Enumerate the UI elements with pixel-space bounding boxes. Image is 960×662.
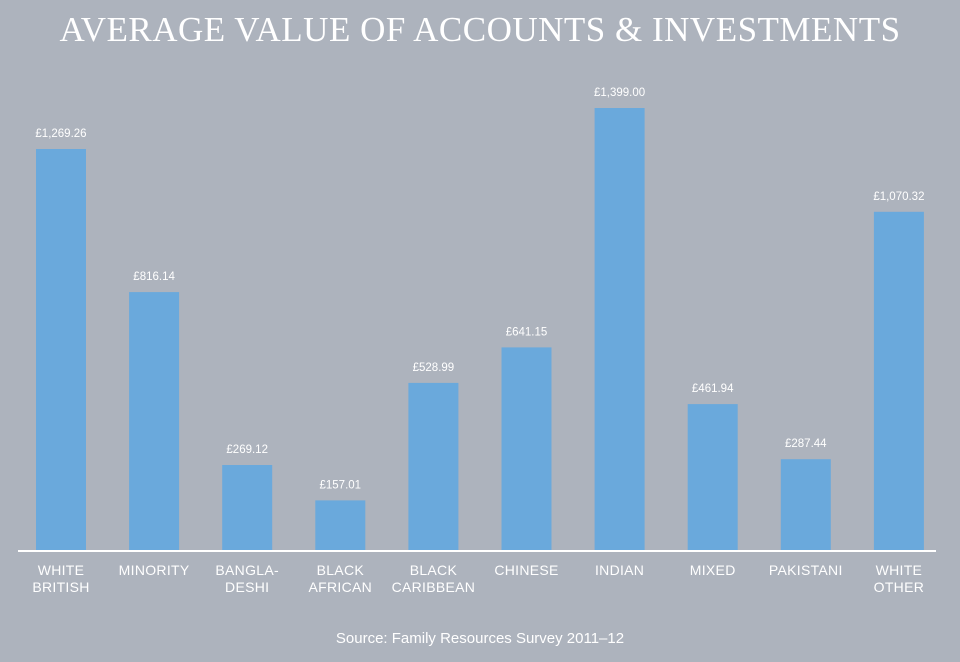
- category-label: CARIBBEAN: [392, 579, 476, 595]
- category-label: DESHI: [225, 579, 269, 595]
- bar: [36, 149, 86, 550]
- category-label: PAKISTANI: [769, 562, 843, 578]
- bar: [594, 108, 645, 550]
- bar: [501, 347, 552, 550]
- bar-value-label: £157.01: [320, 479, 362, 491]
- bar-value-label: £287.44: [785, 438, 827, 450]
- category-label: BANGLA-: [215, 562, 279, 578]
- category-label: BLACK: [317, 562, 365, 578]
- bar-value-label: £528.99: [413, 362, 455, 374]
- category-label: MINORITY: [119, 562, 190, 578]
- bar-value-label: £816.14: [133, 271, 175, 283]
- bar: [873, 211, 924, 551]
- chart-title: AVERAGE VALUE OF ACCOUNTS & INVESTMENTS: [59, 10, 901, 49]
- category-label: OTHER: [874, 579, 925, 595]
- category-label: MIXED: [690, 562, 736, 578]
- category-label: WHITE: [876, 562, 923, 578]
- category-label: CHINESE: [494, 562, 558, 578]
- category-label: INDIAN: [595, 562, 644, 578]
- category-label: AFRICAN: [309, 579, 373, 595]
- bar-value-label: £641.15: [506, 326, 548, 338]
- bar: [408, 382, 459, 550]
- bar-value-label: £1,269.26: [35, 128, 86, 140]
- bar-value-label: £269.12: [226, 444, 268, 456]
- bar: [315, 500, 366, 550]
- bar-value-label: £461.94: [692, 383, 734, 395]
- bar-value-label: £1,399.00: [594, 87, 645, 99]
- category-label: BRITISH: [32, 579, 89, 595]
- bar: [687, 404, 738, 550]
- source-note: Source: Family Resources Survey 2011–12: [335, 630, 625, 647]
- bar: [222, 465, 273, 550]
- bar-value-label: £1,070.32: [873, 191, 924, 203]
- bar: [129, 292, 180, 550]
- category-label: BLACK: [410, 562, 458, 578]
- bar: [780, 459, 831, 550]
- category-label: WHITE: [38, 562, 85, 578]
